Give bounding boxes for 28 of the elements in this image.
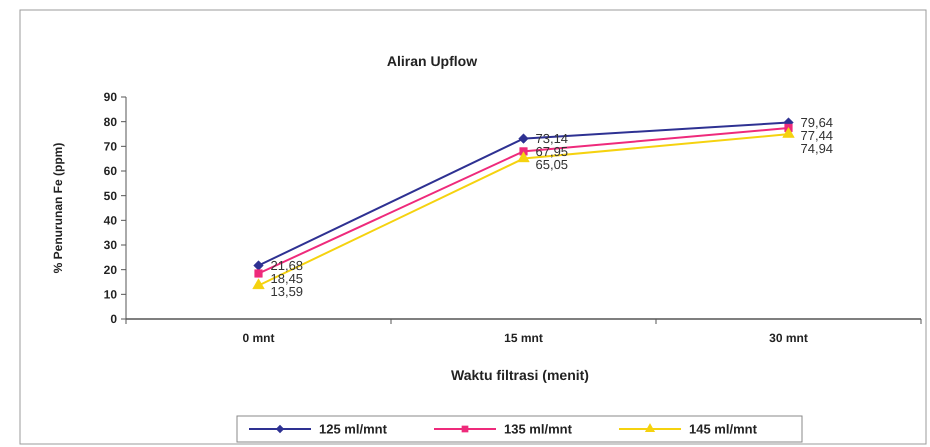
y-tick-label: 20 [104,262,118,277]
y-tick-label: 30 [104,238,118,252]
y-tick-label: 50 [104,188,118,203]
point [518,133,529,144]
chart-title: Aliran Upflow [386,53,478,69]
legend-label: 145 ml/mnt [689,422,758,437]
point [254,269,263,278]
data-label: 77,44 [800,128,834,144]
legend-label: 135 ml/mnt [504,422,573,437]
data-label: 79,64 [800,115,834,130]
x-tick-label: 15 mnt [504,331,543,345]
data-label: 74,94 [800,141,834,156]
y-axis-title: % Penurunan Fe (ppm) [51,142,65,274]
x-tick-label: 30 mnt [769,331,808,345]
x-axis-title: Waktu filtrasi (menit) [451,367,589,383]
y-tick-label: 80 [104,114,118,129]
data-label: 13,59 [270,284,304,300]
y-tick-label: 0 [110,312,118,326]
y-tick-label: 90 [104,90,118,104]
y-tick-label: 40 [104,214,118,228]
data-label: 18,45 [270,271,304,286]
y-tick-label: 70 [104,140,118,154]
data-label: 65,05 [536,157,568,172]
y-tick-label: 60 [104,164,118,178]
x-tick-label: 0 mnt [242,331,275,345]
y-tick-label: 10 [104,288,118,302]
point [253,260,264,271]
legend-label: 125 ml/mnt [319,422,388,437]
